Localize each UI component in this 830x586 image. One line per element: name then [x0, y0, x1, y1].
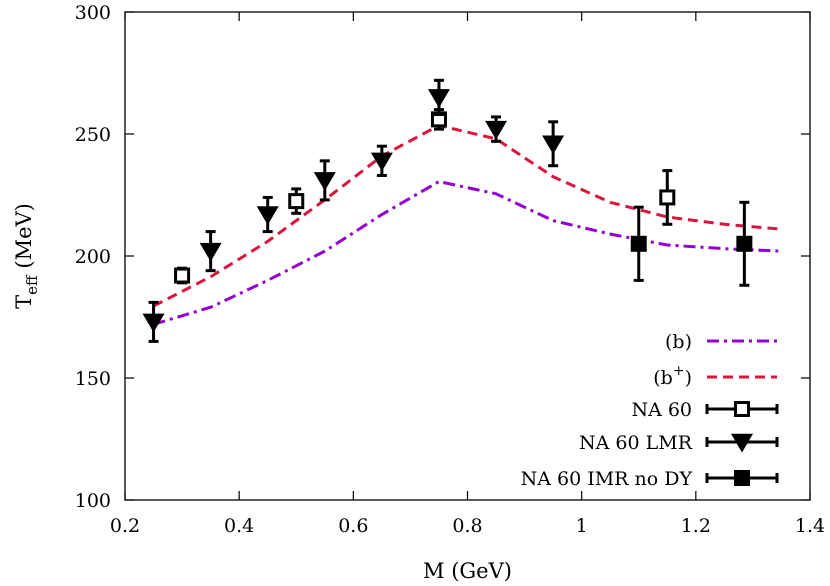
y-tick-label: 250	[75, 124, 111, 146]
legend-entry: (b)	[665, 331, 777, 353]
series--b-	[152, 123, 782, 308]
legend-label-main: (b)	[665, 331, 692, 353]
plot-frame	[124, 11, 811, 501]
x-tick-label: 1.4	[795, 515, 825, 537]
series-line	[153, 179, 782, 326]
legend-label-end: )	[685, 367, 692, 389]
legend-label: (b)	[665, 331, 692, 353]
legend-label-main: NA 60 LMR	[579, 432, 693, 454]
legend-swatch-marker	[734, 470, 750, 486]
data-point	[174, 267, 191, 284]
legend-entry: NA 60 LMR	[579, 432, 779, 454]
axis-ticks: 0.2 0.4 0.6 0.8 1 1.2 1.4 100 150 200 250 300	[75, 2, 825, 537]
x-tick-label: 0.4	[224, 515, 254, 537]
legend-swatch-marker	[734, 401, 750, 417]
series-layer	[142, 78, 782, 343]
data-point	[142, 313, 165, 333]
y-tick-label: 300	[75, 2, 111, 24]
y-axis-title-main: T	[12, 295, 36, 309]
x-tick-label: 0.6	[338, 515, 368, 537]
legend-label: NA 60 LMR	[579, 432, 693, 454]
x-tick-label: 1.2	[681, 515, 711, 537]
legend-label: (b+)	[653, 363, 692, 389]
series-line	[152, 123, 782, 308]
data-point	[427, 89, 450, 108]
y-tick-label: 100	[75, 490, 111, 512]
data-point	[288, 193, 305, 210]
data-point	[199, 242, 222, 262]
plot-border	[124, 11, 811, 501]
y-tick-label: 200	[75, 246, 111, 268]
legend-label: NA 60 IMR no DY	[521, 468, 693, 490]
legend-entry: NA 60	[631, 399, 779, 421]
y-axis-title-rest: (MeV)	[12, 203, 36, 275]
x-tick-label: 0.2	[110, 515, 140, 537]
legend-label: NA 60	[631, 399, 692, 421]
x-axis-title: M (GeV)	[423, 559, 512, 583]
legend-label-main: NA 60 IMR no DY	[521, 468, 693, 490]
data-point	[630, 235, 647, 252]
y-axis-title-subscript: eff	[23, 274, 41, 295]
series-na-60-imr-no-dy	[630, 200, 753, 287]
y-axis-title: Teff (MeV)	[12, 203, 41, 309]
x-tick-label: 0.8	[452, 515, 482, 537]
legend-swatch-marker	[731, 433, 753, 453]
data-point	[659, 189, 676, 206]
series--b-	[153, 179, 782, 326]
legend-entry: (b+)	[653, 363, 777, 389]
series-na-60-lmr	[142, 78, 565, 343]
legend-label-superscript: +	[673, 363, 685, 379]
data-point	[542, 135, 565, 155]
data-point	[370, 152, 393, 172]
data-point	[256, 206, 279, 225]
legend-label-main: (b	[653, 367, 673, 389]
x-tick-label: 1	[576, 515, 588, 537]
y-tick-label: 150	[75, 368, 111, 390]
data-point	[313, 172, 336, 191]
legend-entry: NA 60 IMR no DY	[521, 468, 779, 490]
legend-label-main: NA 60	[631, 399, 692, 421]
data-point	[736, 235, 753, 252]
data-point	[485, 120, 508, 140]
